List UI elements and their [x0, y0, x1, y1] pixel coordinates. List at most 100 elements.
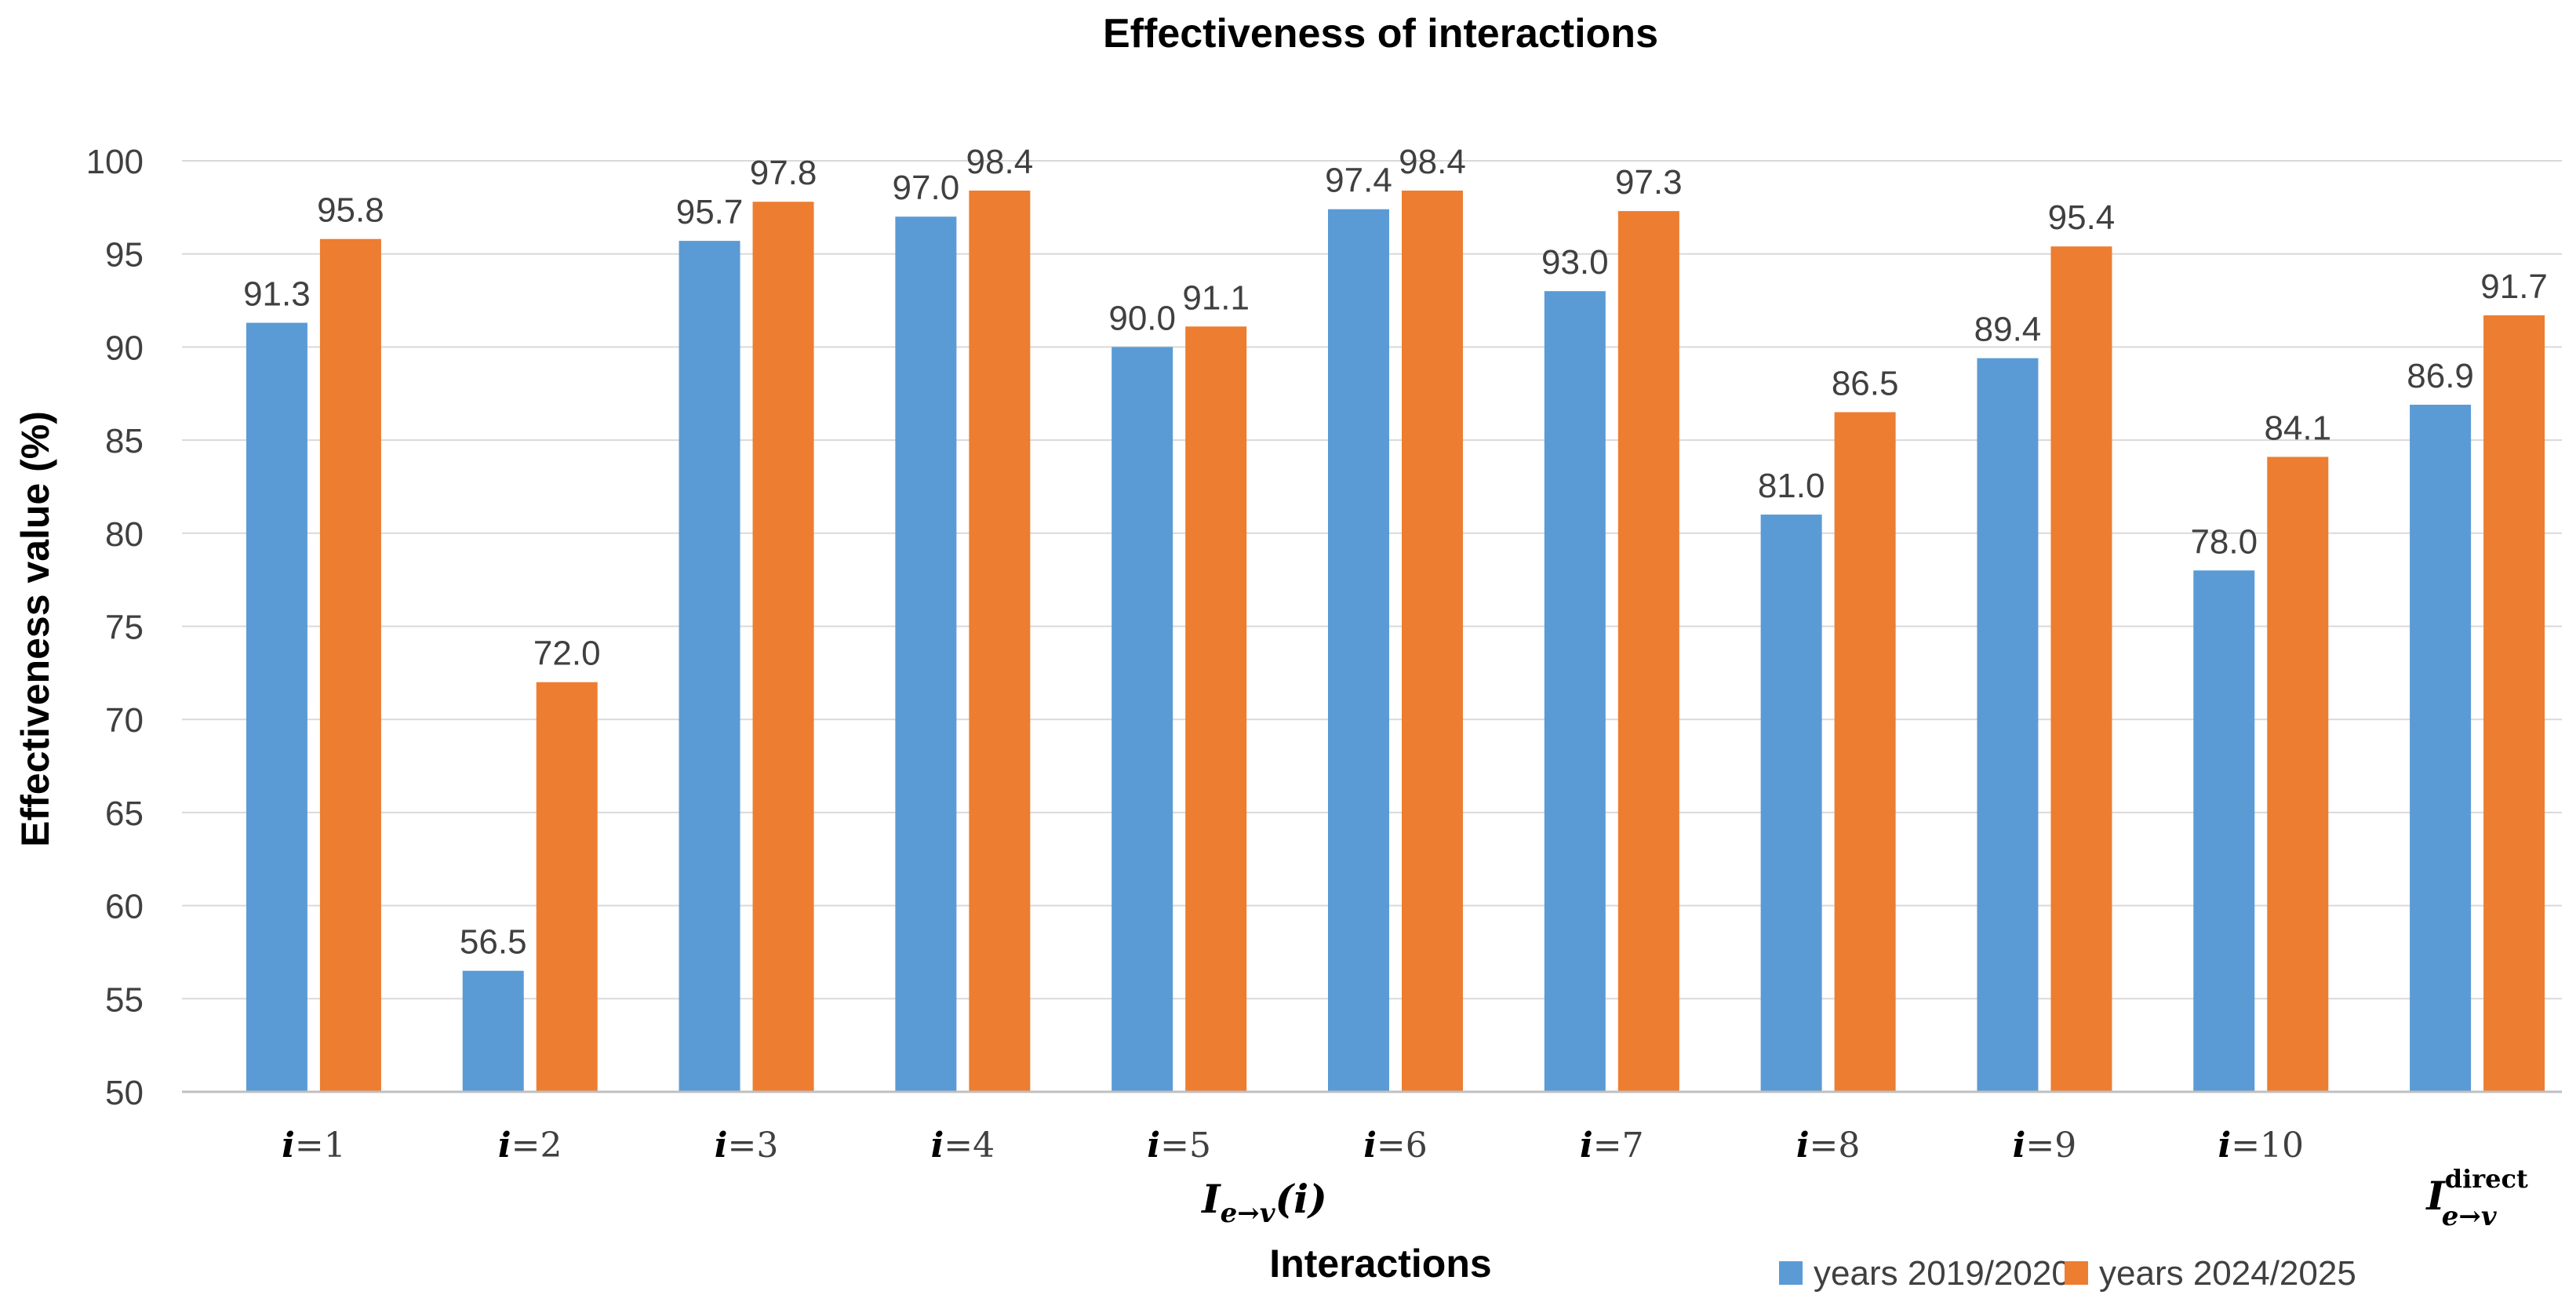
data-label-2019-2020: 89.4	[1974, 311, 2042, 349]
x-tick-label-direct: Idirect e→v	[2425, 1164, 2528, 1232]
y-tick-label: 65	[105, 795, 144, 833]
bar-2024-2025	[1617, 211, 1679, 1092]
legend-label-2019-2020: years 2019/2020	[1814, 1254, 2071, 1293]
data-label-2024-2025: 84.1	[2264, 409, 2331, 447]
data-label-2019-2020: 91.3	[243, 275, 311, 314]
data-label-2024-2025: 97.8	[750, 154, 817, 192]
y-tick-label: 85	[105, 422, 144, 460]
x-tick-var: i	[2013, 1126, 2026, 1166]
x-tick-var: i	[1363, 1126, 1377, 1166]
bar-2024-2025	[536, 682, 598, 1092]
legend-swatch-2024-2025	[2065, 1261, 2088, 1285]
data-label-2019-2020: 93.0	[1541, 243, 1609, 282]
y-tick-label: 100	[86, 143, 144, 181]
bar-2019-2020	[246, 322, 307, 1093]
bar-2024-2025	[2050, 246, 2112, 1093]
bar-2024-2025	[1834, 412, 1896, 1092]
x-tick-var: i	[1796, 1126, 1810, 1166]
y-axis-label: Effectiveness value (%)	[13, 411, 57, 847]
bar-2019-2020	[1112, 347, 1173, 1092]
bar-2024-2025	[752, 202, 814, 1092]
x-tick-label: i=6	[1363, 1126, 1428, 1166]
x-tick-eq: =7	[1593, 1126, 1644, 1166]
x-axis-label: Interactions	[1269, 1242, 1491, 1286]
x-tick-label: i=8	[1796, 1126, 1861, 1166]
bar-2019-2020	[895, 216, 957, 1093]
y-tick-label: 90	[105, 329, 144, 367]
y-tick-label: 55	[105, 980, 144, 1019]
data-label-2024-2025: 91.7	[2480, 267, 2548, 306]
bar-2024-2025	[2483, 315, 2545, 1092]
x-group-sub: e→v	[1221, 1198, 1276, 1229]
bar-2024-2025	[969, 190, 1031, 1092]
data-label-2024-2025: 97.3	[1615, 163, 1683, 202]
x-tick-eq: =2	[511, 1126, 562, 1166]
x-tick-label: i=7	[1580, 1126, 1644, 1166]
x-tick-eq: =4	[944, 1126, 995, 1166]
y-tick-label: 75	[105, 609, 144, 647]
data-label-2019-2020: 86.9	[2407, 357, 2474, 395]
data-label-2024-2025: 86.5	[1832, 364, 1899, 402]
bar-2019-2020	[1544, 291, 1606, 1092]
bar-2019-2020	[462, 970, 524, 1092]
x-tick-label: i=10	[2218, 1126, 2304, 1166]
x-tick-var: i	[2218, 1126, 2231, 1166]
bar-2024-2025	[2267, 456, 2329, 1092]
y-tick-label: 60	[105, 888, 144, 926]
bar-2019-2020	[1977, 358, 2039, 1092]
data-label-2024-2025: 72.0	[533, 635, 601, 673]
x-tick-label: i=9	[2013, 1126, 2077, 1166]
x-tick-label: i=2	[498, 1126, 562, 1166]
data-label-2024-2025: 98.4	[1399, 143, 1466, 181]
bar-2024-2025	[1185, 326, 1247, 1092]
x-group-arg: (i)	[1275, 1176, 1326, 1222]
x-tick-eq: =9	[2025, 1126, 2076, 1166]
x-tick-var: i	[1580, 1126, 1593, 1166]
x-tick-var: i	[1147, 1126, 1160, 1166]
x-tick-label: i=3	[715, 1126, 779, 1166]
x-tick-var: i	[282, 1126, 295, 1166]
y-tick-label: 80	[105, 515, 144, 554]
data-label-2019-2020: 78.0	[2190, 522, 2258, 561]
x-tick-eq: =1	[295, 1126, 346, 1166]
data-label-2024-2025: 91.1	[1182, 278, 1250, 317]
bar-2019-2020	[2193, 570, 2255, 1092]
x-group-main: I	[1200, 1176, 1221, 1222]
bar-layer	[246, 190, 2545, 1093]
legend-swatch-2019-2020	[1779, 1261, 1803, 1285]
x-tick-sup: direct	[2445, 1164, 2528, 1194]
x-tick-label: i=4	[931, 1126, 995, 1166]
x-tick-var: i	[931, 1126, 944, 1166]
data-label-2019-2020: 90.0	[1108, 299, 1176, 337]
x-tick-main: I	[2425, 1173, 2446, 1219]
data-label-2019-2020: 97.0	[893, 169, 960, 207]
data-label-2019-2020: 95.7	[676, 193, 744, 231]
y-tick-label: 70	[105, 701, 144, 740]
chart-title: Effectiveness of interactions	[1103, 11, 1658, 56]
x-tick-label: i=5	[1147, 1126, 1211, 1166]
data-label-2019-2020: 56.5	[460, 923, 527, 962]
data-label-2019-2020: 97.4	[1325, 162, 1392, 200]
label-layer: 91.3 56.5 95.7 97.0 90.0 97.4 93.0 81.0 89.4 78.0…	[243, 143, 2548, 962]
y-tick-label: 95	[105, 236, 144, 275]
data-label-2024-2025: 98.4	[966, 143, 1034, 181]
legend: years 2019/2020 years 2024/2025	[1779, 1254, 2356, 1293]
bar-2019-2020	[679, 241, 740, 1092]
bar-2024-2025	[1402, 190, 1463, 1092]
x-tick-eq: =5	[1160, 1126, 1211, 1166]
bar-2019-2020	[2410, 404, 2472, 1092]
bar-2019-2020	[1760, 515, 1822, 1092]
y-tick-label: 50	[105, 1074, 144, 1112]
x-group-label: Ie→v(i)	[1200, 1176, 1327, 1229]
x-tick-eq: =8	[1810, 1126, 1861, 1166]
data-label-2024-2025: 95.4	[2048, 198, 2116, 237]
x-tick-var: i	[715, 1126, 728, 1166]
x-tick-eq: =6	[1377, 1126, 1428, 1166]
x-tick-sub: e→v	[2442, 1201, 2498, 1232]
data-label-2019-2020: 81.0	[1758, 467, 1825, 505]
bar-2024-2025	[319, 238, 381, 1092]
x-tick-eq: =3	[727, 1126, 778, 1166]
